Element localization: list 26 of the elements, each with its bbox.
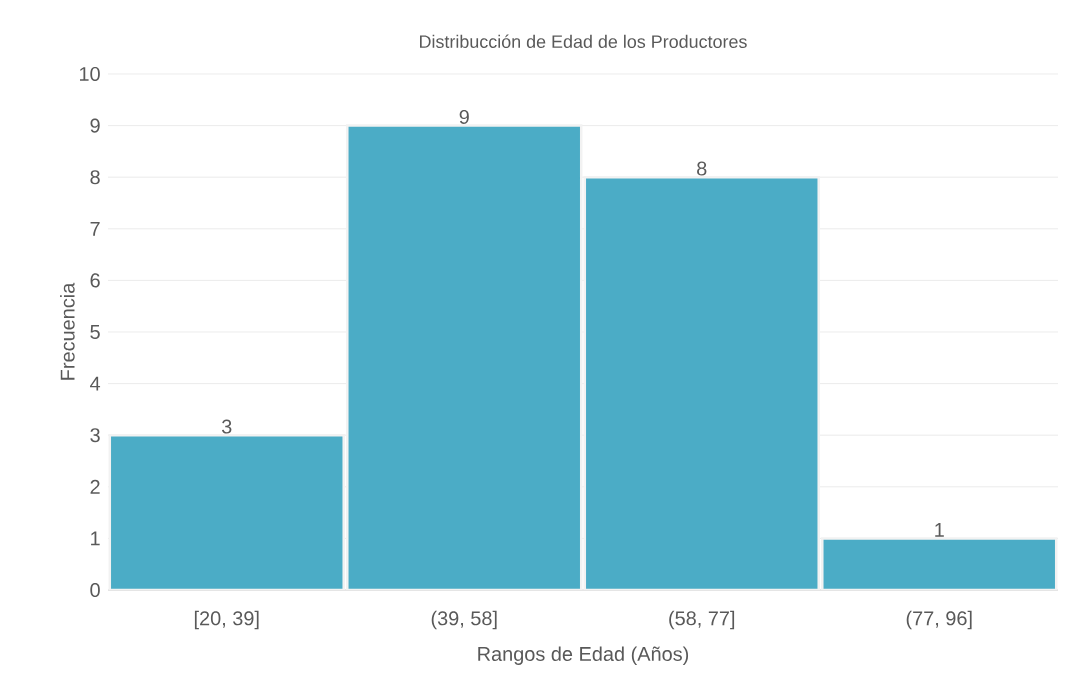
- y-tick-label: 9: [90, 118, 100, 133]
- y-tick-label: 3: [90, 428, 100, 443]
- x-tick-label: (39, 58]: [431, 610, 497, 630]
- y-tick-label: 7: [90, 221, 100, 236]
- x-tick-label: [20, 39]: [194, 610, 259, 630]
- y-tick-label: 1: [91, 531, 100, 546]
- y-tick-label: 5: [90, 325, 100, 339]
- data-label: 8: [697, 161, 707, 176]
- bar: [821, 537, 1058, 590]
- y-tick-label: 6: [90, 273, 100, 288]
- bar: [346, 124, 583, 590]
- bar: [583, 175, 820, 590]
- data-label: 1: [935, 523, 944, 537]
- data-label: 3: [221, 419, 232, 434]
- x-tick-label: (77, 96]: [906, 610, 972, 630]
- data-label: 9: [459, 109, 469, 124]
- chart-title: Distribucción de Edad de los Productores: [420, 34, 747, 48]
- y-tick-label: 0: [90, 582, 100, 598]
- x-axis-title: Rangos de Edad (Años): [478, 646, 689, 665]
- y-tick-label: 8: [90, 170, 100, 185]
- y-tick-label: 4: [90, 376, 101, 391]
- y-tick-label: 10: [80, 66, 100, 82]
- y-tick-label: 2: [90, 479, 100, 494]
- y-axis-title: Frecuencia: [60, 282, 75, 380]
- bar: [108, 433, 345, 590]
- x-tick-label: (58, 77]: [669, 610, 735, 630]
